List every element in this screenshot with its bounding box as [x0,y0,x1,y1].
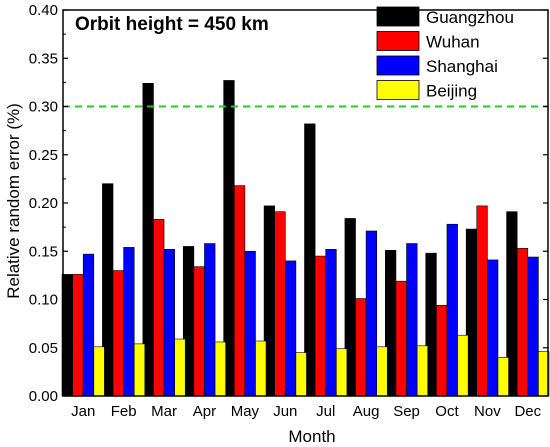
bar-shanghai-feb [123,247,135,397]
y-axis-ticks: 0.00 0.05 0.10 0.15 0.20 0.25 0.30 0.35 0.40 [29,2,548,405]
x-axis-ticks: Jan Feb Mar Apr May Jun Jul Aug Sep Oct Nov Dec [71,391,542,420]
x-tick-label: Dec [514,403,541,420]
bar-shanghai-mar [163,249,175,397]
x-tick-label: May [231,403,260,420]
legend-swatch-guangzhou [376,6,420,27]
bar-wuhan-dec [516,248,529,397]
y-tick-label: 0.25 [29,147,58,164]
y-tick-label: 0.35 [29,50,58,67]
y-tick-label: 0.15 [29,243,58,260]
bar-wuhan-apr [193,266,205,397]
bar-beijing-sep [416,345,429,397]
x-axis-label: Month [288,427,335,446]
x-tick-label: Feb [111,403,137,420]
x-tick-label: Mar [151,403,177,420]
bar-wuhan-jan [72,274,84,397]
bar-beijing-jul [336,348,348,397]
bar-beijing-feb [133,343,146,397]
bar-beijing-oct [457,334,469,397]
x-tick-label: Sep [393,403,420,420]
bar-shanghai-jun [284,260,297,397]
legend-label-beijing: Beijing [426,82,477,101]
bar-wuhan-jun [274,211,286,397]
bars-group [61,80,550,397]
x-tick-label: Apr [193,403,216,420]
y-tick-label: 0.05 [29,340,58,357]
bar-shanghai-apr [204,243,216,397]
bar-shanghai-nov [487,259,499,397]
x-tick-label: Aug [353,403,380,420]
legend-swatch-beijing [376,80,420,100]
x-tick-label: Jul [316,403,335,420]
orbit-height-annotation: Orbit height = 450 km [75,14,269,35]
bar-shanghai-aug [365,230,378,397]
x-tick-label: Oct [435,403,459,420]
bar-shanghai-may [244,250,256,397]
y-tick-label: 0.20 [29,195,58,212]
bar-shanghai-sep [406,243,418,397]
x-tick-label: Nov [474,403,501,420]
legend-swatch-shanghai [376,55,420,76]
bar-wuhan-sep [395,280,407,397]
bar-beijing-aug [376,346,388,397]
x-tick-label: Jun [273,403,297,420]
x-tick-label: Jan [71,403,95,420]
legend-swatch-wuhan [376,31,420,51]
bar-beijing-nov [497,357,509,397]
bar-shanghai-jul [325,249,337,397]
bar-wuhan-nov [476,205,488,397]
y-tick-label: 0.10 [29,292,58,309]
bar-shanghai-oct [446,223,458,397]
bar-beijing-mar [174,338,186,397]
bar-beijing-jan [93,346,105,397]
legend-label-guangzhou: Guangzhou [426,8,514,27]
legend: Guangzhou Wuhan Shanghai Beijing [376,6,514,101]
bar-wuhan-jul [314,255,327,397]
bar-wuhan-mar [153,219,165,397]
bar-beijing-apr [214,341,226,397]
legend-label-wuhan: Wuhan [426,33,480,52]
bar-beijing-may [255,340,267,397]
y-tick-label: 0.00 [29,388,58,405]
bar-wuhan-may [233,185,246,397]
y-axis-label: Relative random error (%) [4,103,23,299]
legend-label-shanghai: Shanghai [426,57,498,76]
y-tick-label: 0.30 [29,99,58,116]
bar-beijing-jun [295,352,307,397]
bar-wuhan-feb [112,270,124,397]
bar-wuhan-aug [355,298,367,397]
bar-shanghai-dec [527,256,539,397]
y-tick-label: 0.40 [29,2,58,19]
bar-shanghai-jan [82,253,95,397]
bar-wuhan-oct [436,304,448,397]
